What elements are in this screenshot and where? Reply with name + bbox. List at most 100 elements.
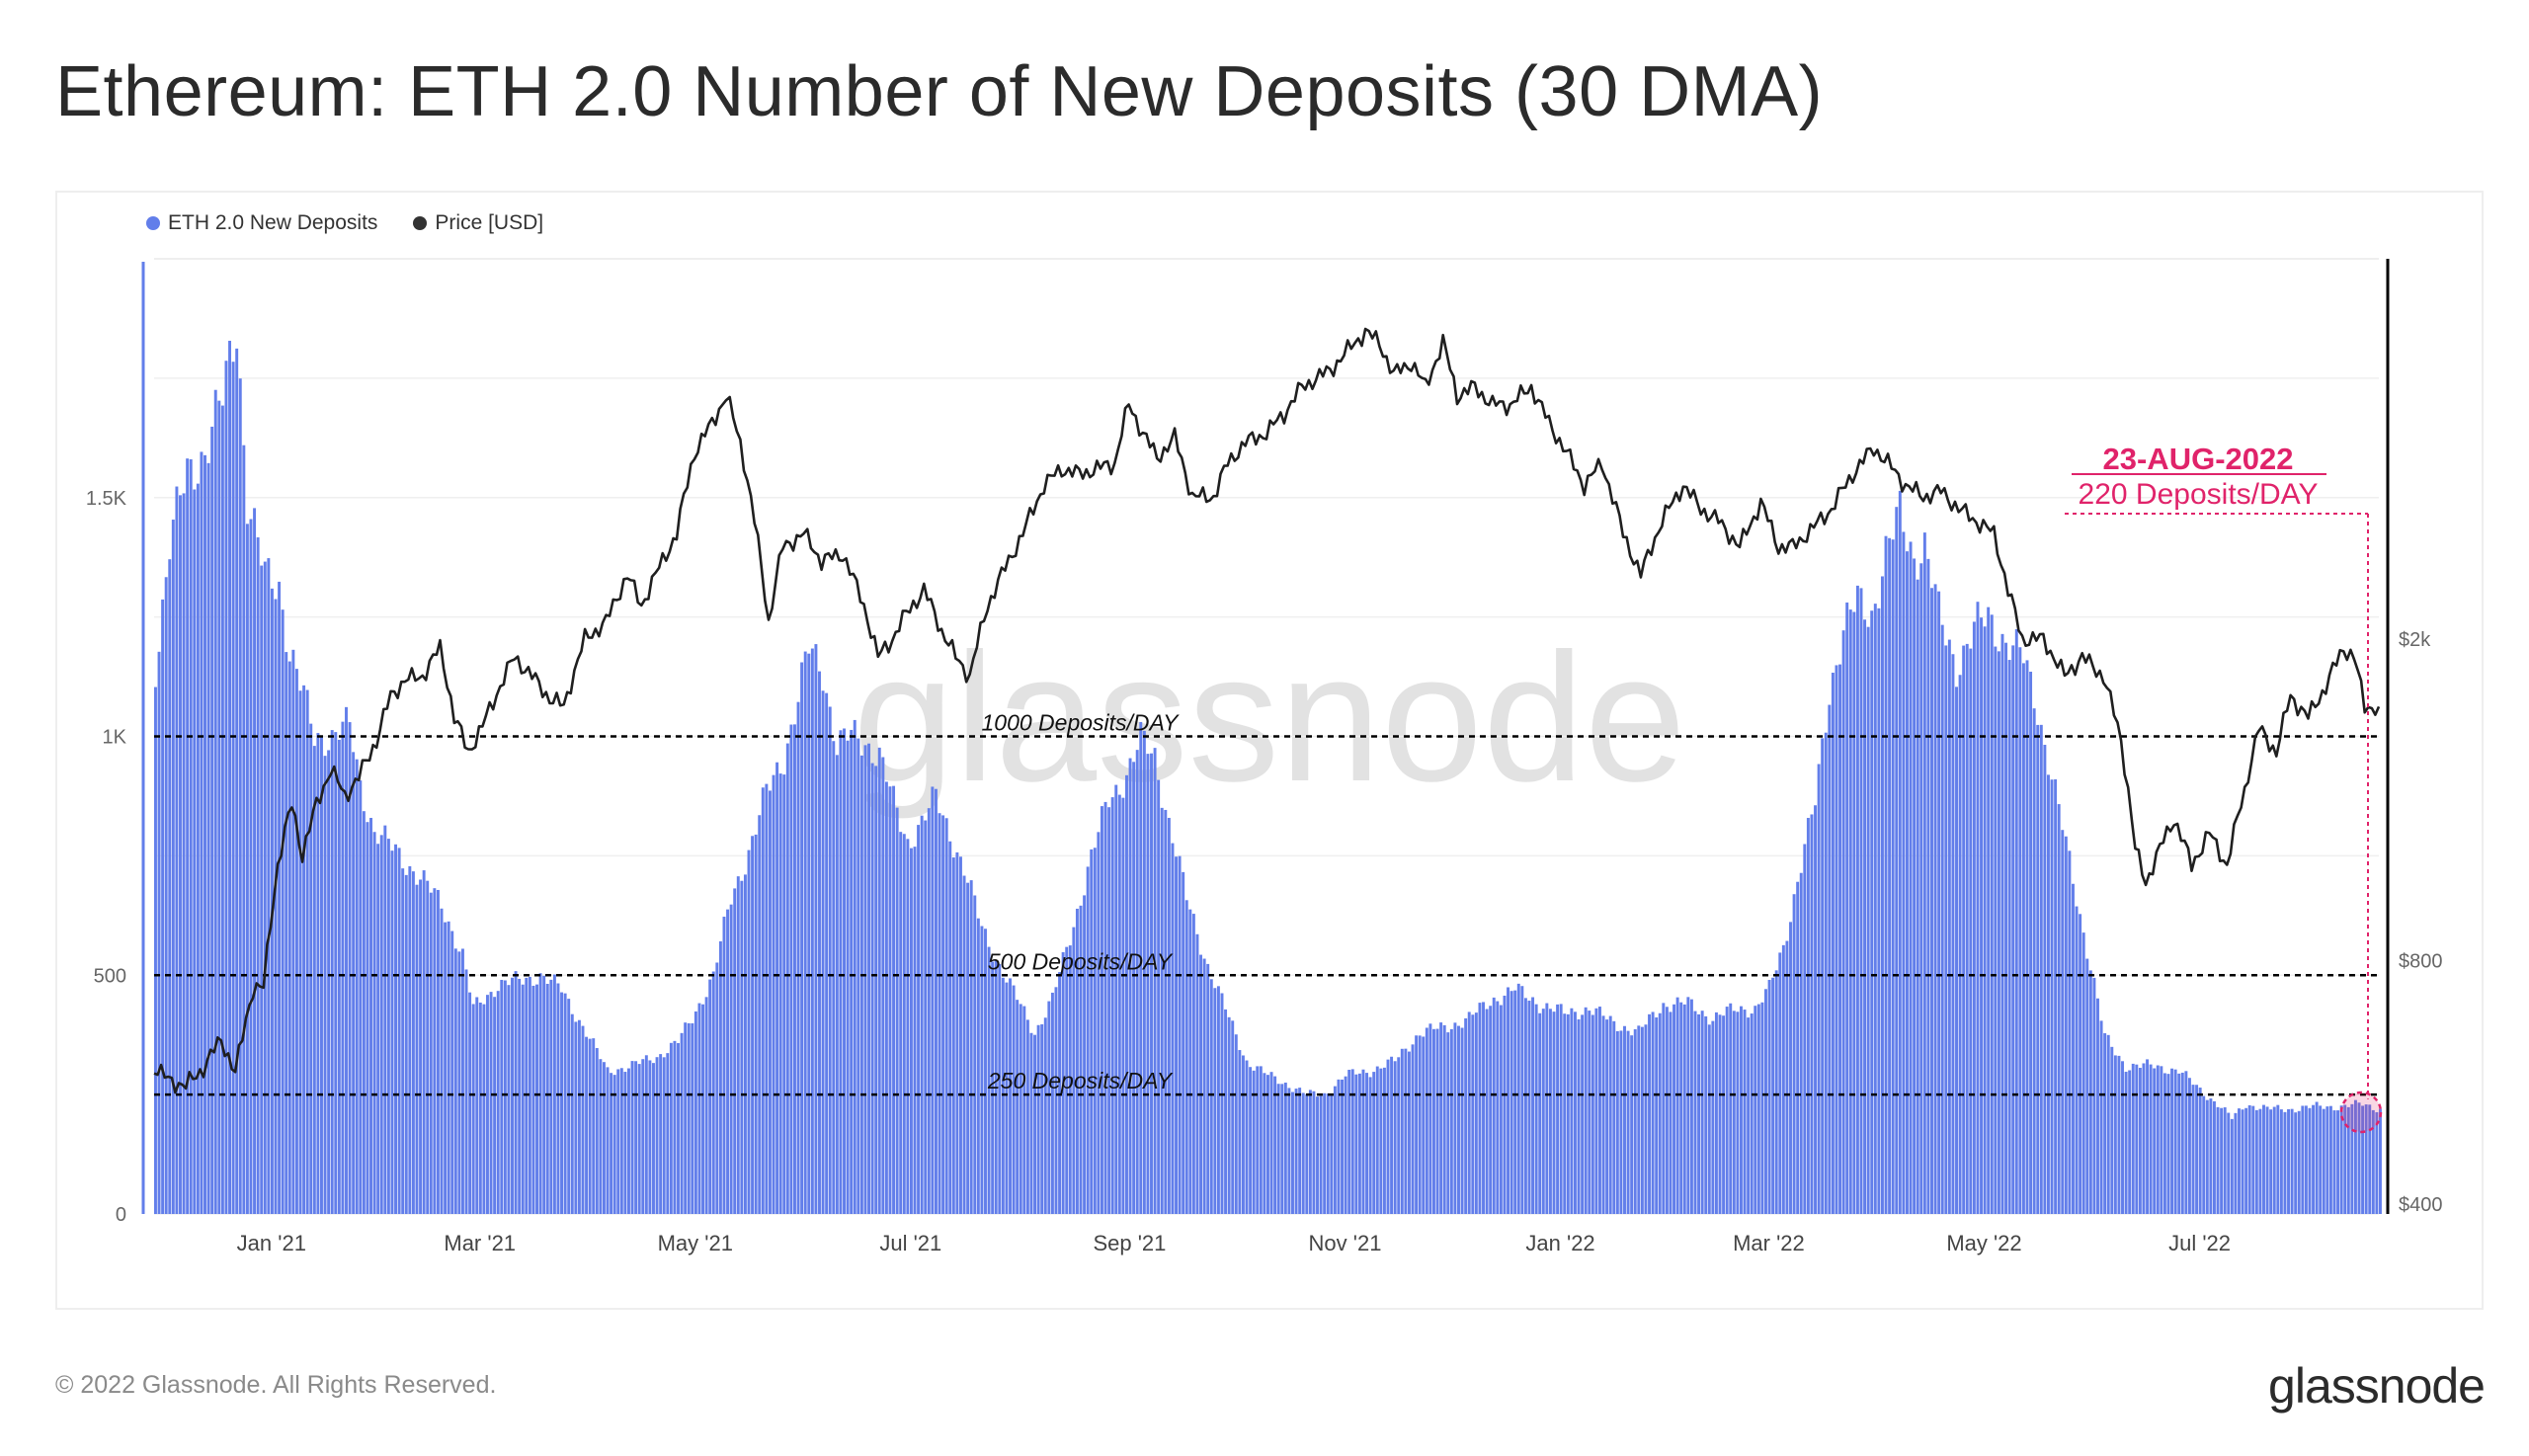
deposit-bar	[931, 786, 935, 1214]
deposit-bar	[1863, 619, 1867, 1214]
deposit-bar	[475, 997, 479, 1214]
deposit-bar	[464, 969, 468, 1214]
deposit-bar	[648, 1060, 652, 1214]
deposit-bar	[1803, 844, 1807, 1214]
deposit-bar	[1269, 1072, 1273, 1214]
deposit-bar	[1987, 607, 1991, 1214]
deposit-bar	[1043, 1017, 1047, 1214]
annotation-marker	[2339, 1091, 2383, 1134]
deposit-bar	[1916, 579, 1919, 1214]
deposit-bar	[1581, 1014, 1585, 1214]
deposit-bar	[1291, 1092, 1294, 1214]
deposit-bar	[204, 454, 206, 1215]
deposit-bar	[1199, 954, 1203, 1214]
deposit-bar	[210, 426, 214, 1215]
deposit-bar	[1747, 1017, 1751, 1214]
deposit-bar	[785, 743, 789, 1214]
deposit-bar	[948, 841, 952, 1214]
deposit-bar	[1848, 609, 1852, 1214]
deposit-bar	[1919, 563, 1923, 1214]
deposit-bar	[1736, 1011, 1740, 1214]
deposit-bar	[186, 458, 190, 1214]
deposit-bar	[538, 973, 542, 1214]
brand-logo: glassnode	[2268, 1358, 2486, 1414]
deposit-bar	[2258, 1108, 2262, 1214]
deposit-bar	[249, 519, 253, 1214]
deposit-bar	[1866, 626, 1870, 1214]
deposit-bar	[1220, 993, 1224, 1214]
deposit-bar	[1828, 704, 1832, 1214]
deposit-bar	[256, 536, 260, 1214]
legend-item-deposits[interactable]: ETH 2.0 New Deposits	[146, 211, 377, 235]
deposit-bar	[511, 977, 514, 1214]
deposit-bar	[2361, 1105, 2365, 1214]
deposits-bars	[154, 340, 2382, 1215]
deposit-bar	[870, 763, 874, 1214]
deposit-bar	[2018, 647, 2022, 1214]
deposit-bar	[1252, 1070, 1256, 1214]
deposit-bar	[1146, 754, 1150, 1214]
deposit-bar	[729, 904, 733, 1214]
deposit-bar	[1665, 1007, 1669, 1214]
deposit-bar	[1400, 1048, 1404, 1214]
deposit-bar	[602, 1062, 606, 1214]
deposit-bar	[486, 995, 489, 1214]
deposit-bar	[913, 847, 917, 1214]
deposit-bar	[281, 609, 285, 1214]
deposit-bar	[793, 724, 796, 1214]
deposit-bar	[323, 756, 327, 1214]
deposit-bar	[362, 811, 366, 1214]
deposit-bar	[1319, 1095, 1323, 1214]
deposit-bar	[846, 740, 850, 1214]
deposit-bar	[298, 690, 302, 1214]
deposit-bar	[1061, 952, 1065, 1214]
deposit-bar	[1206, 963, 1210, 1214]
deposit-bar	[450, 930, 454, 1214]
legend-label-price: Price [USD]	[435, 211, 544, 234]
deposit-bar	[489, 992, 493, 1214]
deposit-bar	[1704, 1015, 1708, 1214]
deposit-bar	[2039, 724, 2043, 1214]
deposit-bar	[1283, 1082, 1287, 1214]
deposit-bar	[1669, 1011, 1672, 1214]
deposit-bar	[2011, 645, 2015, 1214]
deposit-bar	[1125, 774, 1128, 1214]
deposit-bar	[549, 979, 553, 1214]
deposit-bar	[1722, 1015, 1726, 1214]
deposit-bar	[909, 848, 913, 1214]
deposit-bar	[782, 774, 786, 1214]
deposit-bar	[563, 993, 567, 1214]
deposit-bar	[1922, 532, 1926, 1214]
deposit-bar	[1249, 1067, 1253, 1214]
deposit-bar	[217, 400, 221, 1214]
deposit-bar	[715, 962, 719, 1214]
deposit-bar	[386, 839, 390, 1214]
legend-item-price[interactable]: Price [USD]	[413, 211, 543, 235]
deposit-bar	[1326, 1093, 1330, 1214]
deposit-bar	[2128, 1070, 2132, 1214]
deposit-bar	[1393, 1061, 1397, 1214]
x-tick-label: Nov '21	[1309, 1231, 1382, 1255]
deposit-bar	[1308, 1090, 1312, 1214]
deposit-bar	[1997, 651, 2000, 1214]
deposit-bar	[1428, 1023, 1432, 1214]
deposit-bar	[991, 961, 995, 1214]
deposit-bar	[161, 599, 165, 1214]
deposit-bar	[2124, 1072, 2128, 1214]
deposit-bar	[2364, 1104, 2368, 1214]
deposit-bar	[1955, 687, 1958, 1214]
deposit-bar	[1962, 645, 1966, 1214]
deposit-bar	[1774, 970, 1778, 1214]
deposit-bar	[772, 774, 775, 1214]
deposit-bar	[1841, 630, 1845, 1214]
deposit-bar	[2004, 642, 2008, 1214]
deposit-bar	[189, 459, 193, 1214]
deposit-bar	[1485, 1009, 1489, 1214]
deposit-bar	[2241, 1109, 2244, 1214]
deposit-bar	[973, 895, 977, 1214]
deposit-bar	[1810, 814, 1814, 1214]
deposit-bar	[884, 781, 888, 1214]
deposit-bar	[641, 1059, 645, 1214]
deposit-bar	[1090, 849, 1094, 1214]
